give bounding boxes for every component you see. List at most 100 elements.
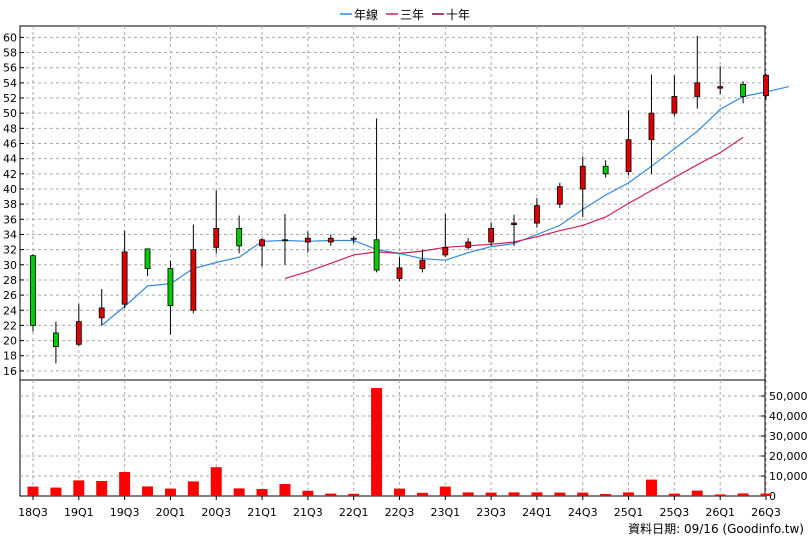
candle bbox=[236, 215, 243, 254]
volume-bar bbox=[416, 492, 428, 496]
price-tick-label: 46 bbox=[3, 137, 17, 150]
volume-bar bbox=[737, 493, 749, 496]
volume-bar bbox=[325, 493, 337, 496]
volume-tick-label: 20,000 bbox=[769, 450, 808, 463]
candle bbox=[740, 81, 746, 104]
price-tick-label: 26 bbox=[3, 289, 17, 302]
volume-bar bbox=[600, 494, 612, 496]
x-tick-label: 19Q1 bbox=[64, 506, 94, 519]
candle bbox=[648, 74, 655, 174]
candle bbox=[694, 35, 701, 109]
candle-body bbox=[717, 86, 724, 89]
candle-body bbox=[556, 186, 563, 205]
candle bbox=[75, 304, 82, 346]
volume-bar bbox=[348, 493, 360, 496]
candle bbox=[121, 230, 128, 308]
candle-body bbox=[213, 227, 220, 248]
candle-body bbox=[465, 241, 472, 248]
candle-body bbox=[350, 237, 357, 240]
candle-body bbox=[259, 239, 265, 247]
price-tick-label: 20 bbox=[3, 335, 17, 348]
legend-item-annual[interactable]: 年線 bbox=[340, 7, 378, 22]
candle bbox=[602, 160, 609, 178]
price-tick-label: 28 bbox=[3, 274, 17, 287]
candle-body bbox=[282, 239, 288, 242]
volume-bar bbox=[73, 480, 85, 496]
volume-bar bbox=[371, 388, 383, 496]
volume-bar bbox=[691, 490, 703, 496]
volume-bar bbox=[233, 488, 245, 496]
volume-bar bbox=[714, 494, 726, 496]
volume-panel bbox=[19, 379, 766, 497]
x-tick-label: 24Q3 bbox=[568, 506, 598, 519]
legend-item-three-year[interactable]: 三年 bbox=[386, 8, 424, 22]
price-tick-label: 54 bbox=[3, 77, 17, 90]
candle-body bbox=[396, 267, 403, 279]
candle-body bbox=[694, 82, 701, 97]
candle-body bbox=[671, 96, 678, 114]
grid-lines bbox=[20, 26, 767, 496]
candle bbox=[259, 238, 265, 267]
price-tick-label: 18 bbox=[3, 350, 17, 363]
candle-body bbox=[442, 246, 449, 256]
price-tick-label: 60 bbox=[3, 31, 17, 44]
volume-bar bbox=[142, 486, 154, 496]
price-tick-label: 16 bbox=[3, 365, 17, 378]
volume-tick-label: 50,000 bbox=[769, 390, 808, 403]
candle bbox=[763, 73, 769, 100]
price-tick-label: 40 bbox=[3, 183, 17, 196]
legend-item-ten-year[interactable]: 十年 bbox=[432, 8, 470, 22]
candle bbox=[556, 182, 563, 208]
candle bbox=[144, 248, 151, 277]
x-tick-label: 25Q3 bbox=[660, 506, 690, 519]
volume-bar bbox=[302, 490, 314, 496]
volume-bar bbox=[96, 481, 108, 496]
price-tick-label: 32 bbox=[3, 244, 17, 257]
x-tick-label: 22Q1 bbox=[339, 506, 369, 519]
volume-bar bbox=[485, 492, 497, 496]
candle bbox=[304, 231, 311, 253]
candle bbox=[511, 214, 517, 246]
candle-body bbox=[625, 139, 632, 172]
candlesticks bbox=[30, 35, 769, 364]
candle bbox=[579, 156, 586, 218]
candle-body bbox=[488, 227, 495, 243]
volume-bar bbox=[27, 486, 39, 496]
candle bbox=[167, 260, 174, 335]
candle-body bbox=[327, 237, 334, 243]
volume-axis: 0 10,000 20,000 30,000 40,000 50,000 bbox=[761, 390, 808, 503]
candle-body bbox=[121, 251, 128, 305]
x-tick-label: 26Q1 bbox=[705, 506, 735, 519]
candle-body bbox=[304, 237, 311, 243]
volume-bar bbox=[623, 492, 635, 496]
price-tick-label: 38 bbox=[3, 198, 17, 211]
chart-legend: 年線 三年 十年 bbox=[340, 7, 470, 22]
x-tick-label: 24Q1 bbox=[522, 506, 552, 519]
x-tick-label: 21Q3 bbox=[293, 506, 323, 519]
volume-tick-label: 40,000 bbox=[769, 410, 808, 423]
candle bbox=[213, 190, 220, 254]
volume-tick-label: 30,000 bbox=[769, 430, 808, 443]
candle bbox=[419, 249, 426, 273]
candle-body bbox=[419, 259, 426, 269]
volume-bar bbox=[279, 484, 291, 496]
candle-body bbox=[579, 165, 586, 190]
price-tick-label: 50 bbox=[3, 107, 17, 120]
candle bbox=[327, 234, 334, 246]
candle-body bbox=[373, 239, 380, 271]
x-axis: 18Q3 19Q1 19Q3 20Q1 20Q3 21Q1 21Q3 22Q1 22Q3 23Q1… bbox=[18, 496, 781, 519]
price-tick-label: 52 bbox=[3, 92, 17, 105]
price-tick-label: 56 bbox=[3, 62, 17, 75]
x-tick-label: 20Q1 bbox=[156, 506, 186, 519]
candle bbox=[98, 289, 105, 326]
candle-body bbox=[53, 332, 59, 348]
candle bbox=[534, 198, 540, 228]
candle bbox=[717, 66, 724, 95]
volume-bar bbox=[508, 492, 520, 496]
candle-body bbox=[190, 249, 197, 311]
candle-body bbox=[236, 227, 243, 247]
volume-bar bbox=[187, 481, 199, 496]
x-tick-label: 20Q3 bbox=[201, 506, 231, 519]
legend-label-three-year: 三年 bbox=[400, 8, 424, 22]
candle-body bbox=[75, 321, 82, 345]
